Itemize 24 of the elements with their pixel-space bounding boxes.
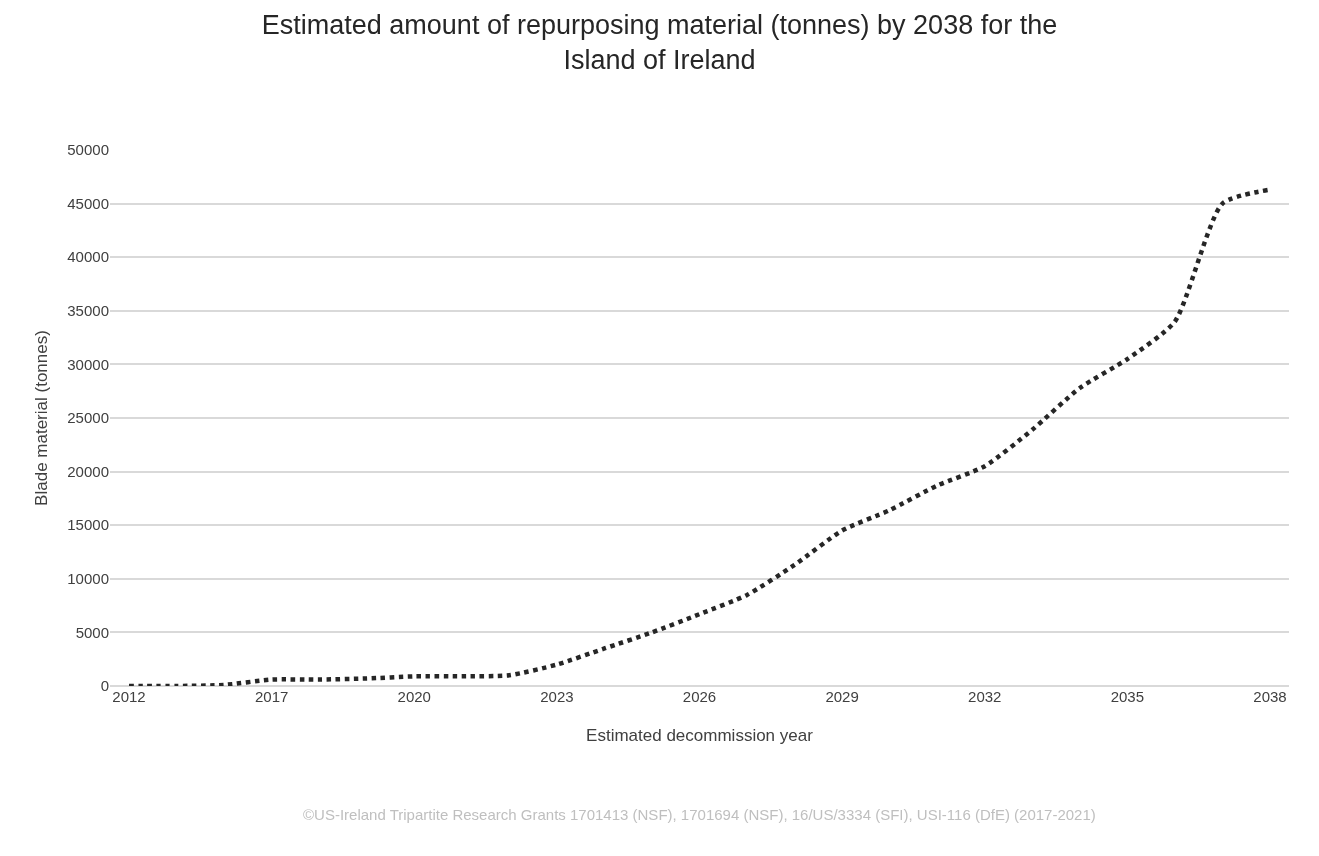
x-tick-label: 2020 [397, 688, 431, 705]
y-tick-label: 30000 [67, 355, 109, 373]
x-tick-label: 2038 [1253, 688, 1287, 705]
chart-title: Estimated amount of repurposing material (tonnes) by 2038 for the Island of Ireland [261, 10, 1058, 76]
text: ©US-Ireland Tripartite Research Grants 1701413 (NSF), 1701694 (NSF), 16/US/3334 (SFI), USI-116 (DfE) (2017-2021) [303, 806, 1096, 823]
x-tick-label: 2026 [682, 688, 717, 705]
y-axis-title: Blade material (tonnes) [31, 330, 51, 506]
y-tick-label: 20000 [67, 462, 109, 480]
y-tick-label: 0 [100, 677, 109, 695]
y-tick-label: 35000 [67, 302, 109, 320]
x-tick-label: 2029 [825, 688, 859, 705]
x-tick-label: 2035 [1110, 688, 1145, 705]
y-tick-label: 10000 [67, 570, 109, 588]
y-tick-label: 50000 [67, 141, 109, 159]
y-tick-label: 45000 [67, 194, 109, 212]
x-axis-title: Estimated decommission year [586, 726, 814, 746]
y-tick-label: 5000 [75, 623, 109, 641]
x-tick-label: 2017 [254, 688, 289, 705]
x-tick-label: 2012 [112, 688, 146, 705]
x-tick-label: 2023 [540, 688, 574, 705]
y-tick-label: 15000 [67, 516, 109, 534]
x-tick-label: 2032 [968, 688, 1002, 705]
y-tick-label: 40000 [67, 248, 109, 266]
y-tick-label: 25000 [67, 409, 109, 427]
